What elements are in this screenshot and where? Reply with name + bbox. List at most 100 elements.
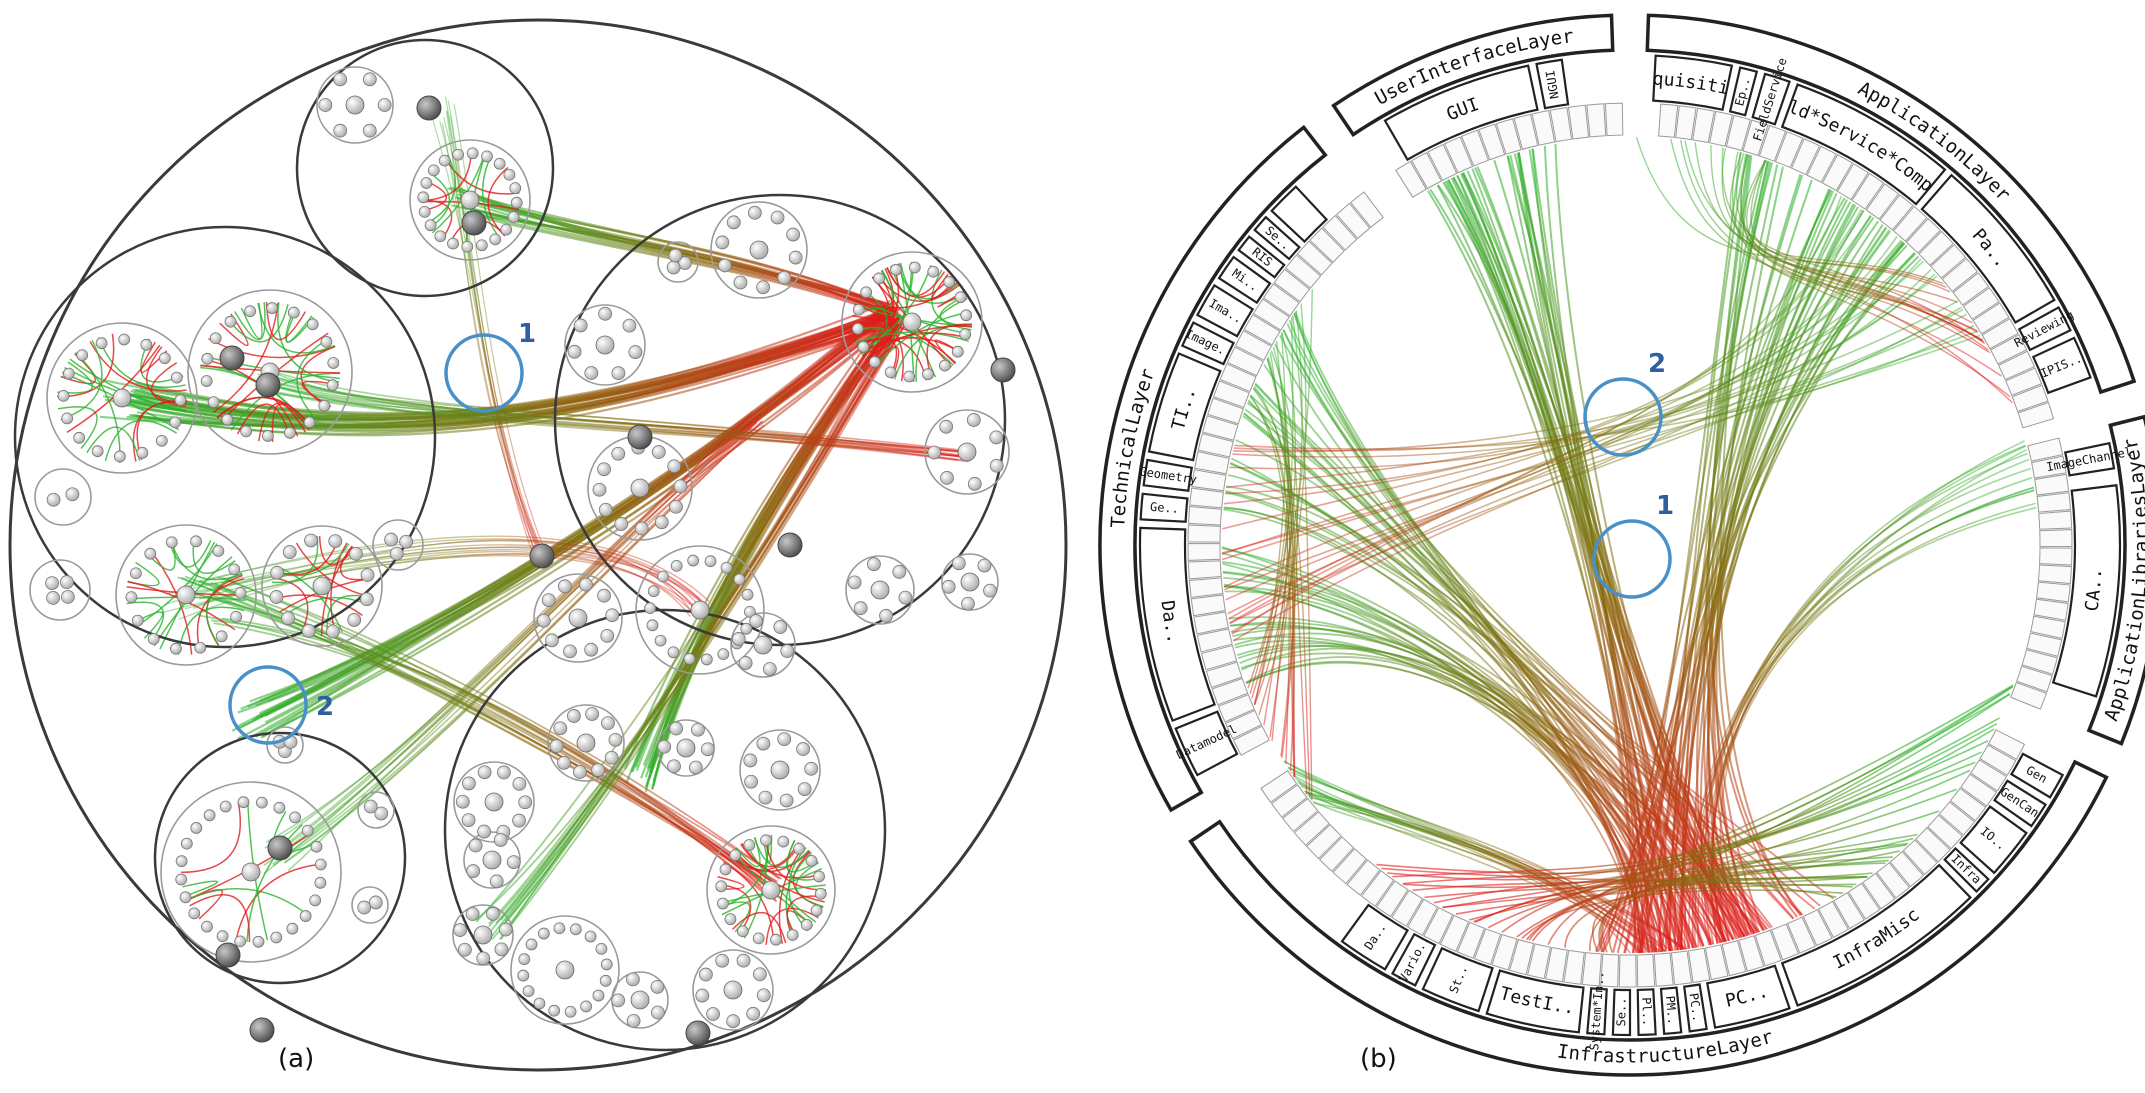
leaf-node — [786, 227, 801, 242]
containers-left — [8, 18, 1068, 1072]
leaf-node — [333, 123, 348, 138]
dependency-edge — [272, 421, 757, 865]
class-slot — [1410, 151, 1442, 190]
local-edge — [753, 837, 810, 868]
leaf-node — [698, 967, 713, 982]
nodes-left — [45, 72, 1016, 1046]
class-slot — [1997, 350, 2036, 381]
leaf-node — [374, 806, 389, 821]
leaf-node — [634, 521, 649, 536]
leaf-node — [902, 312, 922, 332]
class-slot — [1191, 469, 1227, 492]
local-edge — [182, 880, 219, 897]
leaf-node — [362, 72, 377, 87]
caption-b: (b) — [1360, 1044, 1397, 1074]
dependency-edge — [1225, 214, 1872, 495]
leaf-node — [576, 733, 596, 753]
leaf-node — [489, 233, 502, 246]
leaf-node — [700, 742, 715, 757]
subgroup-circle — [635, 545, 765, 675]
module-arc — [1636, 988, 1657, 1037]
class-slot — [1200, 644, 1238, 671]
leaf-node — [647, 585, 660, 598]
class-slot — [1234, 330, 1273, 361]
leaf-node — [468, 838, 483, 853]
leaf-node — [270, 931, 283, 944]
class-slot — [1847, 882, 1881, 920]
class-slot — [1406, 898, 1439, 936]
leaf-node — [318, 98, 333, 112]
leaf-node — [240, 425, 253, 438]
subgroup-circle — [739, 729, 821, 811]
module-label: Ge.. — [1150, 500, 1180, 516]
leaf-node — [853, 601, 868, 616]
leaf-node — [497, 765, 511, 780]
class-slot — [1618, 954, 1637, 988]
class-slot — [1770, 923, 1800, 961]
leaf-node — [966, 413, 981, 427]
class-slot — [2021, 649, 2058, 675]
module-arc — [1992, 779, 2048, 828]
dependency-edge — [1487, 717, 2000, 929]
leaf-node — [733, 573, 746, 586]
leaf-node — [301, 623, 316, 638]
leaf-node — [579, 577, 593, 592]
leaf-node — [747, 205, 762, 220]
leaf-node — [345, 95, 365, 115]
subgroup-circle — [160, 781, 342, 963]
module-arc — [1920, 173, 2056, 325]
class-slot — [1293, 811, 1330, 847]
leaf-node — [676, 738, 696, 758]
leaf-node — [476, 951, 491, 966]
class-slot — [1187, 524, 1221, 543]
leaf-node — [753, 967, 767, 982]
class-slot — [1375, 880, 1409, 918]
leaf-node — [951, 345, 964, 358]
dependency-edge — [218, 576, 780, 880]
leaf-node — [719, 863, 732, 876]
dependency-edge — [1234, 324, 1975, 450]
subgroup-circle — [657, 241, 699, 283]
leaf-node — [983, 583, 997, 598]
local-edge — [425, 154, 456, 225]
class-slot — [1188, 505, 1223, 526]
module-label: System*In.. — [1587, 971, 1607, 1051]
leaf-node — [760, 834, 772, 847]
leaf-node — [667, 759, 681, 774]
leaf-node — [548, 1004, 561, 1017]
leaf-node — [46, 492, 61, 507]
leaf-node — [667, 646, 680, 659]
class-slot — [1879, 194, 1914, 231]
highlight-circle-marker — [1592, 519, 1672, 599]
subgroup-circle — [187, 289, 353, 455]
leaf-node — [810, 904, 823, 917]
leaf-node — [553, 721, 568, 736]
local-edge — [60, 353, 96, 385]
leaf-node — [749, 614, 764, 628]
leaf-node — [299, 910, 312, 922]
leaf-node — [359, 592, 374, 607]
leaf-node — [207, 396, 220, 409]
leaf-node — [318, 399, 331, 412]
class-slot — [1970, 759, 2008, 792]
module-arc — [2063, 441, 2116, 477]
module-label: PC.. — [1687, 992, 1705, 1023]
subgroup-circle — [710, 201, 808, 299]
local-edge — [764, 835, 827, 891]
leaf-node — [879, 608, 893, 623]
leaf-node — [536, 613, 551, 628]
leaf-node — [770, 210, 785, 225]
inner-node — [219, 345, 245, 371]
dependency-edge — [1516, 740, 1989, 938]
dependency-edge — [1237, 645, 1674, 951]
leaf-node — [455, 794, 470, 809]
class-slot — [1941, 257, 1979, 293]
leaf-node — [466, 147, 479, 160]
leaf-node — [417, 191, 430, 204]
leaf-node — [650, 979, 665, 994]
leaf-node — [773, 620, 788, 634]
leaf-node — [169, 416, 182, 429]
leaf-node — [967, 476, 982, 491]
leaf-node — [95, 337, 108, 350]
leaf-node — [125, 591, 138, 604]
